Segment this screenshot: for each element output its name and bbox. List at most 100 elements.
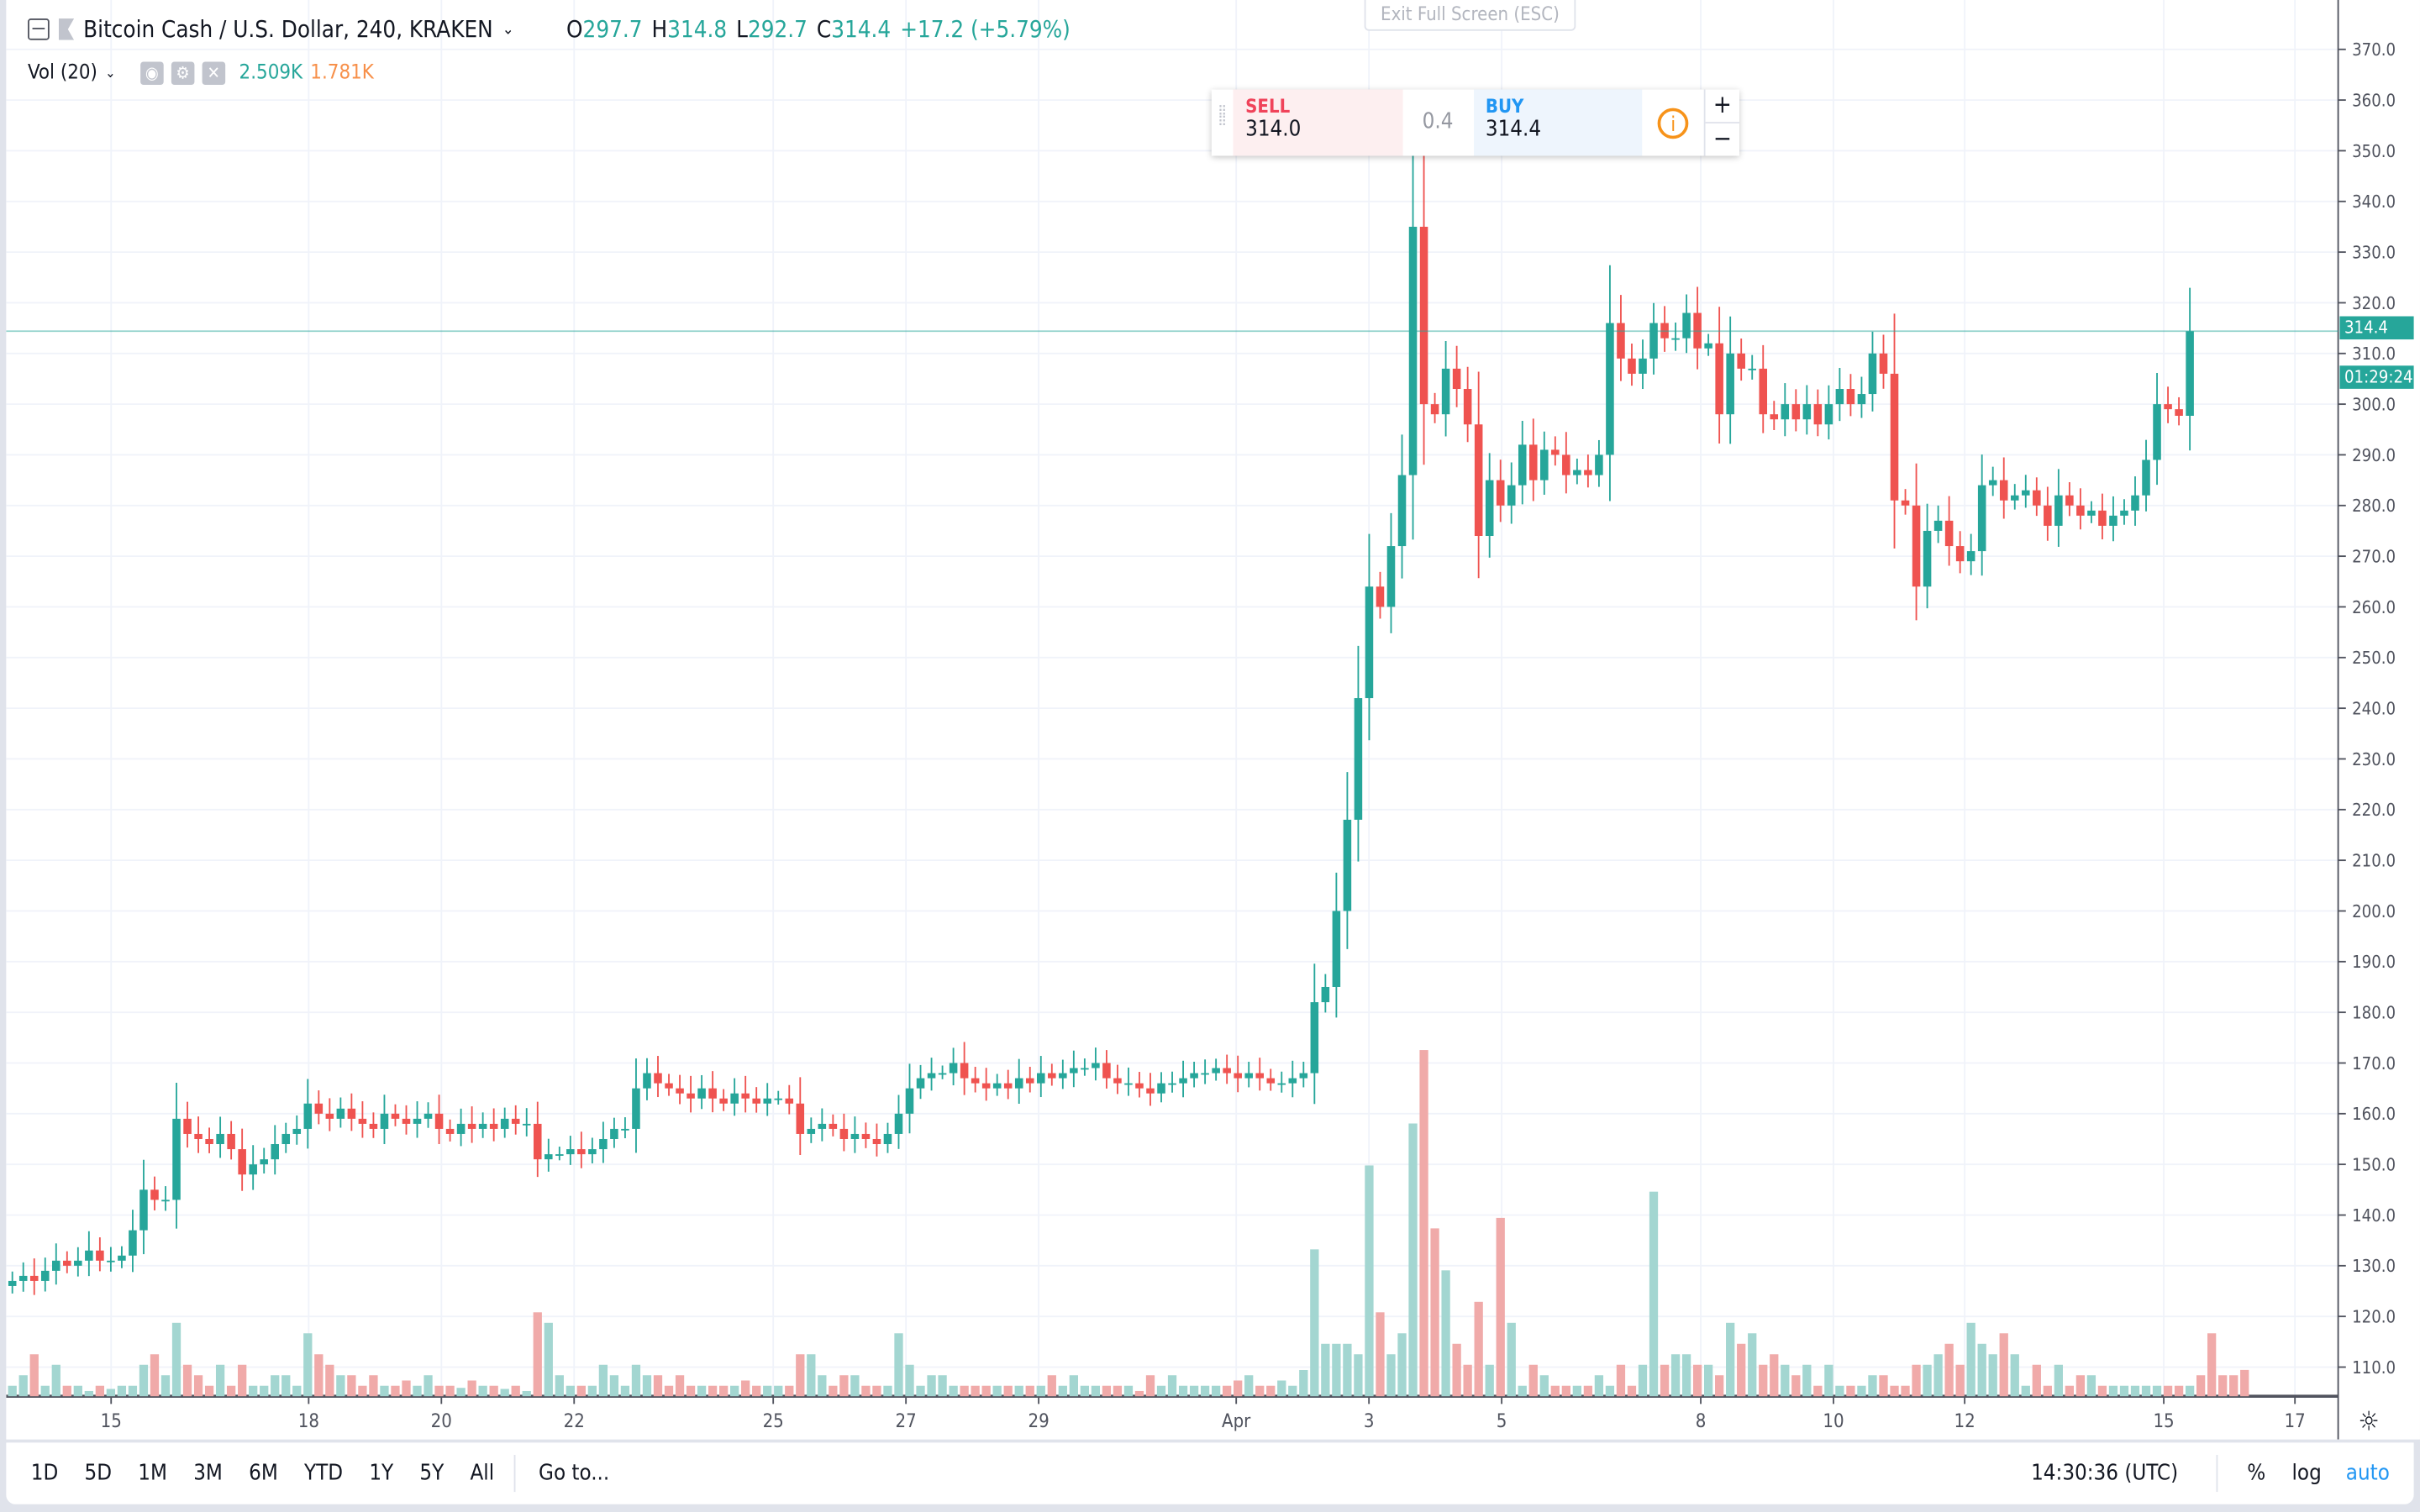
volume-bar	[1255, 1385, 1265, 1397]
candle-body	[336, 1108, 345, 1119]
volume-bar	[1518, 1385, 1527, 1397]
candle-body	[227, 1133, 235, 1150]
volume-bar	[1354, 1354, 1363, 1397]
price-tick-label: 360.0	[2352, 90, 2396, 110]
volume-bar	[2229, 1375, 2238, 1397]
flag-icon[interactable]	[58, 18, 75, 40]
drag-handle-icon[interactable]: ⠿ ⠿	[1218, 104, 1228, 132]
candle-body	[981, 1083, 991, 1089]
volume-bar	[883, 1385, 892, 1397]
volume-bar	[1485, 1364, 1494, 1397]
volume-bar	[1145, 1375, 1155, 1397]
close-icon[interactable]: ✕	[202, 61, 226, 86]
volume-bar	[938, 1375, 947, 1397]
price-chart[interactable]: 370.0 360.0 350.0 340.0 330.0 320.0 310.0 300.0…	[6, 0, 2420, 1440]
volume-bar	[249, 1385, 258, 1397]
candle-body	[1748, 368, 1756, 370]
price-tick-label: 300.0	[2352, 394, 2396, 414]
volume-bar	[752, 1385, 761, 1397]
volume-bar	[774, 1385, 783, 1397]
volume-bar	[2065, 1385, 2075, 1397]
chevron-down-icon[interactable]: ⌄	[105, 66, 116, 81]
last-price-label: 314.4	[2339, 316, 2414, 340]
volume-bar	[271, 1375, 280, 1397]
volume-bar	[1835, 1385, 1844, 1397]
candle-body	[1868, 353, 1877, 395]
range-button-1m[interactable]: 1M	[138, 1461, 167, 1486]
volume-bar	[456, 1388, 466, 1397]
chevron-down-icon[interactable]: ⌄	[502, 20, 514, 38]
eye-icon[interactable]: ◉	[139, 61, 164, 86]
candle-body	[1102, 1063, 1111, 1079]
info-button[interactable]: i	[1643, 90, 1704, 156]
candle-body	[456, 1123, 466, 1134]
volume-bar	[1036, 1385, 1045, 1397]
volume-bar	[424, 1375, 433, 1397]
candle-body	[2087, 510, 2096, 516]
collapse-icon[interactable]	[28, 18, 50, 40]
log-toggle[interactable]: log	[2291, 1461, 2322, 1486]
range-button-5d[interactable]: 5D	[84, 1461, 113, 1486]
goto-button[interactable]: Go to...	[539, 1461, 610, 1486]
volume-bar	[708, 1385, 718, 1397]
candle-body	[413, 1118, 422, 1124]
candle-body	[183, 1118, 192, 1134]
volume-bar	[1091, 1385, 1101, 1397]
clock: 14:30:36 (UTC)	[2031, 1461, 2179, 1486]
range-button-1d[interactable]: 1D	[30, 1461, 59, 1486]
volume-bar	[1988, 1354, 1997, 1397]
volume-bar	[2032, 1364, 2041, 1397]
volume-bar	[1419, 1050, 1428, 1397]
sell-button[interactable]: SELL 314.0	[1233, 89, 1402, 156]
candle-body	[129, 1230, 137, 1256]
range-button-5y[interactable]: 5Y	[419, 1461, 445, 1486]
volume-bar	[1966, 1322, 1975, 1397]
candle-body	[971, 1078, 980, 1084]
candle-body	[730, 1093, 739, 1104]
chart-area[interactable]: 370.0 360.0 350.0 340.0 330.0 320.0 310.0 300.0…	[6, 0, 2420, 1440]
range-button-3m[interactable]: 3M	[193, 1461, 223, 1486]
candle-body	[1496, 480, 1505, 506]
candle-body	[1397, 475, 1407, 547]
candle-body	[829, 1123, 838, 1129]
decrease-quantity-button[interactable]: −	[1705, 122, 1739, 155]
price-tick-label: 280.0	[2352, 496, 2396, 516]
gear-icon[interactable]: ⚙	[171, 61, 195, 86]
volume-bar	[861, 1385, 871, 1397]
range-button-1y[interactable]: 1Y	[369, 1461, 394, 1486]
symbol-legend: Bitcoin Cash / U.S. Dollar, 240, KRAKEN …	[28, 15, 1071, 43]
volume-bar	[292, 1385, 302, 1397]
candle-body	[281, 1133, 291, 1145]
volume-bar	[686, 1385, 696, 1397]
candle-body	[2175, 409, 2183, 417]
volume-bar	[1463, 1364, 1472, 1397]
range-button-6m[interactable]: 6M	[249, 1461, 278, 1486]
symbol-title[interactable]: Bitcoin Cash / U.S. Dollar, 240, KRAKEN	[83, 15, 493, 44]
percent-toggle[interactable]: %	[2247, 1461, 2266, 1486]
volume-bar	[1561, 1385, 1570, 1397]
time-tick-label: 10	[1823, 1411, 1844, 1432]
volume-bar	[1025, 1385, 1034, 1397]
candle-body	[260, 1159, 268, 1165]
candle-body	[511, 1118, 520, 1124]
range-button-ytd[interactable]: YTD	[304, 1461, 344, 1486]
time-tick-label: 8	[1696, 1411, 1707, 1432]
volume-bar	[796, 1354, 805, 1397]
volume-bar	[1572, 1385, 1582, 1397]
chart-settings-icon[interactable]: ☼	[2358, 1407, 2380, 1438]
candle-body	[161, 1200, 170, 1202]
volume-bar	[850, 1375, 860, 1397]
volume-bar	[1944, 1343, 1954, 1397]
volume-bar	[1857, 1385, 1866, 1397]
candle-body	[1933, 520, 1943, 531]
auto-toggle[interactable]: auto	[2345, 1461, 2390, 1486]
increase-quantity-button[interactable]: +	[1712, 89, 1732, 119]
exit-fullscreen-button[interactable]: Exit Full Screen (ESC)	[1364, 0, 1576, 31]
range-button-all[interactable]: All	[470, 1461, 495, 1486]
buy-button[interactable]: BUY 314.4	[1473, 89, 1643, 156]
volume-bar	[653, 1375, 663, 1397]
volume-bar	[1167, 1375, 1177, 1397]
volume-bar	[1047, 1375, 1056, 1397]
volume-bar	[697, 1385, 707, 1397]
volume-label[interactable]: Vol (20)	[28, 61, 97, 86]
